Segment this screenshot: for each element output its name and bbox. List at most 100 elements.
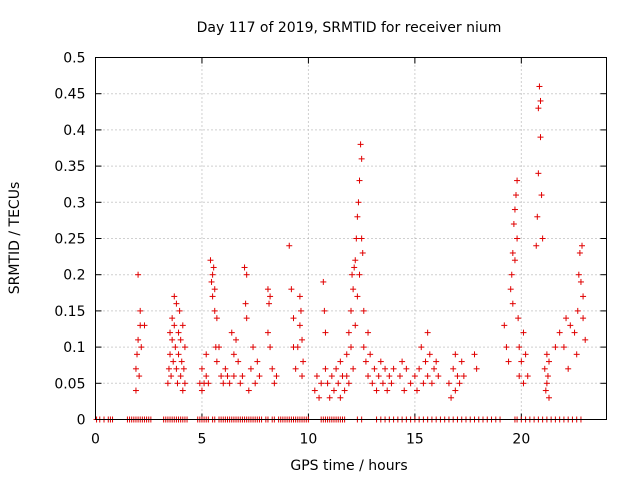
data-point <box>169 315 176 322</box>
data-point <box>222 365 229 372</box>
x-tick-label: 10 <box>300 432 318 448</box>
data-point <box>228 329 235 336</box>
data-point <box>174 380 181 387</box>
data-point <box>386 373 393 380</box>
data-point <box>428 380 435 387</box>
data-point <box>175 329 182 336</box>
data-point <box>198 365 205 372</box>
data-point <box>181 344 188 351</box>
data-point <box>299 336 306 343</box>
y-tick-label: 0.1 <box>63 340 85 356</box>
data-point <box>353 235 360 242</box>
data-point <box>431 365 438 372</box>
data-point <box>271 380 278 387</box>
plot-frame <box>95 57 607 420</box>
data-point <box>546 394 553 401</box>
data-point <box>239 373 246 380</box>
data-point <box>516 344 523 351</box>
data-point <box>264 329 271 336</box>
data-point <box>573 351 580 358</box>
data-point <box>296 322 303 329</box>
data-point <box>514 177 521 184</box>
grid <box>95 57 607 420</box>
data-point <box>458 358 465 365</box>
data-point <box>333 365 340 372</box>
data-point <box>243 271 250 278</box>
data-point <box>299 373 306 380</box>
data-point <box>177 336 184 343</box>
data-point <box>135 336 142 343</box>
data-point <box>360 344 367 351</box>
data-point <box>509 249 516 256</box>
data-point <box>179 387 186 394</box>
data-point <box>377 358 384 365</box>
data-point <box>433 358 440 365</box>
data-point <box>522 351 529 358</box>
data-point <box>241 264 248 271</box>
data-point <box>243 315 250 322</box>
data-point <box>452 387 459 394</box>
data-point <box>352 257 359 264</box>
data-point <box>165 365 172 372</box>
data-point <box>300 358 307 365</box>
data-point <box>267 293 274 300</box>
data-point <box>435 373 442 380</box>
data-point <box>267 344 274 351</box>
y-tick-label: 0 <box>77 413 86 429</box>
data-point <box>213 315 220 322</box>
data-point <box>450 365 457 372</box>
data-point <box>420 380 427 387</box>
data-point <box>211 307 218 314</box>
data-point <box>411 373 418 380</box>
data-point <box>360 307 367 314</box>
y-axis-label: SRMTID / TECUs <box>7 182 23 295</box>
data-point <box>297 307 304 314</box>
data-point <box>373 387 380 394</box>
data-point <box>326 394 333 401</box>
data-point <box>510 221 517 228</box>
data-point <box>132 365 139 372</box>
data-point <box>580 315 587 322</box>
data-point <box>579 242 586 249</box>
data-point <box>511 257 518 264</box>
data-point <box>213 358 220 365</box>
data-point <box>205 380 212 387</box>
data-point <box>209 293 216 300</box>
axis-ticks: 0 0.05 0.1 0.15 0.2 0.25 0.3 0.35 0.4 0.45 0.5 0 5 10… <box>54 51 607 448</box>
data-point <box>537 134 544 141</box>
data-point <box>362 358 369 365</box>
data-point <box>215 344 222 351</box>
data-point <box>543 351 550 358</box>
data-point <box>245 387 252 394</box>
data-point <box>198 387 205 394</box>
data-point <box>456 380 463 387</box>
data-point <box>580 293 587 300</box>
data-point <box>203 351 210 358</box>
data-points <box>93 83 589 423</box>
data-point <box>536 83 543 90</box>
data-point <box>582 336 589 343</box>
data-point <box>168 373 175 380</box>
data-point <box>137 307 144 314</box>
data-point <box>273 373 280 380</box>
data-point <box>320 278 327 285</box>
data-point <box>401 387 408 394</box>
data-point <box>233 336 240 343</box>
data-point <box>365 373 372 380</box>
data-point <box>322 329 329 336</box>
y-tick-label: 0.4 <box>63 123 85 139</box>
data-point <box>208 278 215 285</box>
data-point <box>350 365 357 372</box>
data-point <box>135 271 142 278</box>
data-point <box>567 322 574 329</box>
data-point <box>520 329 527 336</box>
data-point <box>352 322 359 329</box>
data-point <box>539 235 546 242</box>
y-tick-label: 0.35 <box>54 159 85 175</box>
data-point <box>416 365 423 372</box>
data-point <box>422 358 429 365</box>
data-point <box>445 380 452 387</box>
data-point <box>571 329 578 336</box>
data-point <box>388 380 395 387</box>
data-point <box>407 380 414 387</box>
